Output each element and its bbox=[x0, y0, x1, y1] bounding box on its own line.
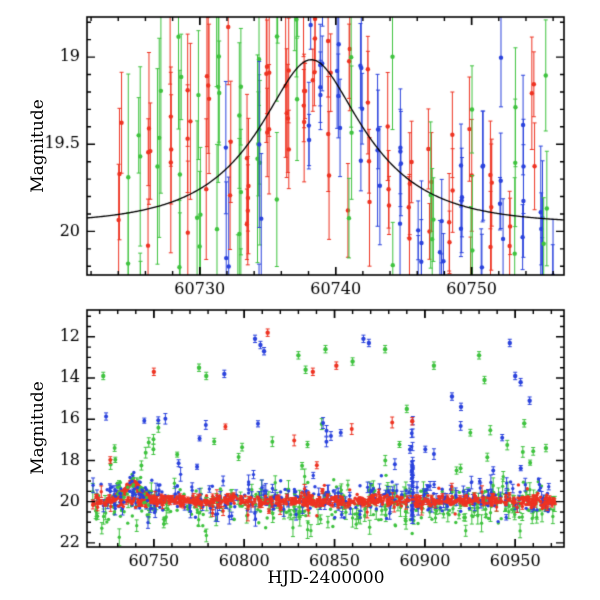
top-panel bbox=[87, 17, 564, 275]
x-axis-label: HJD-2400000 bbox=[267, 568, 385, 588]
top-y-axis-label: Magnitude bbox=[28, 99, 48, 193]
bottom-panel bbox=[87, 310, 564, 547]
bottom-y-axis-label: Magnitude bbox=[28, 381, 48, 475]
